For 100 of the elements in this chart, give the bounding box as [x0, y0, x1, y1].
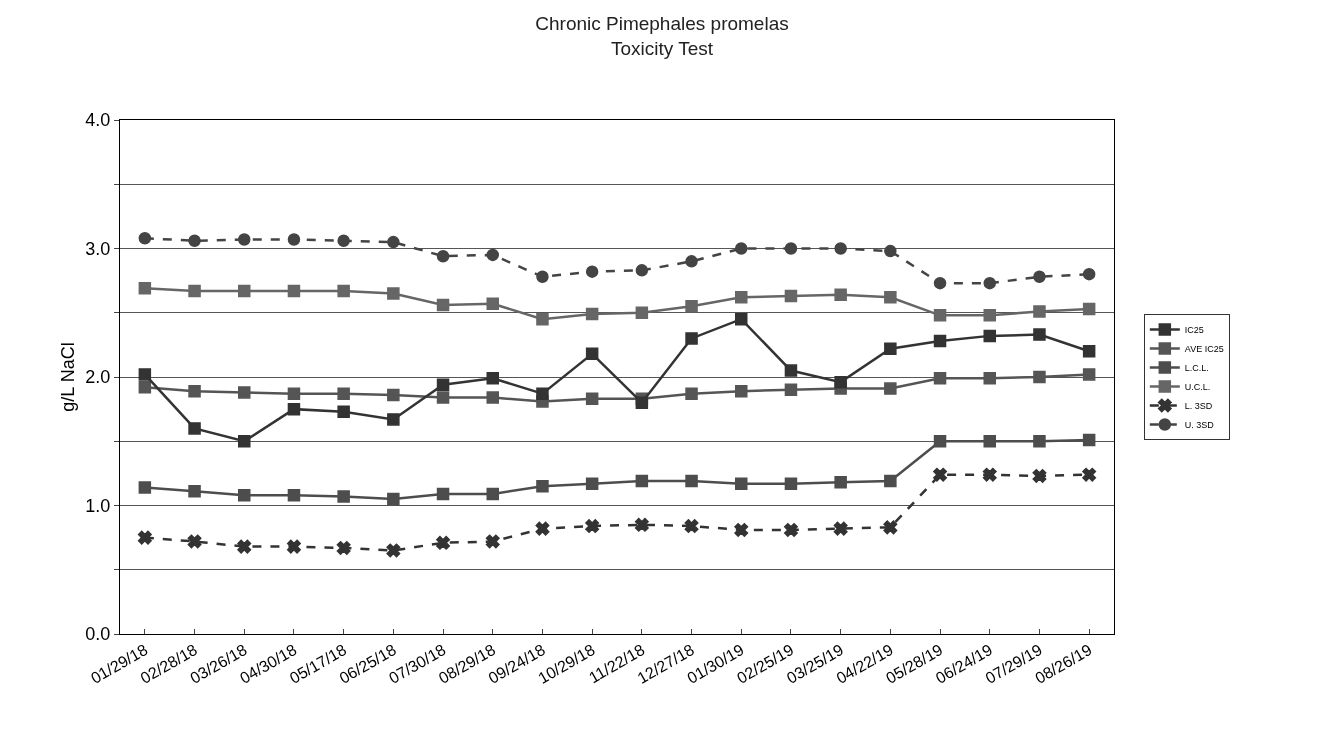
- point: [137, 530, 152, 545]
- point: [982, 467, 997, 482]
- point: [933, 435, 947, 448]
- point: [238, 284, 251, 298]
- point: [436, 249, 450, 263]
- point: [585, 519, 600, 534]
- point: [238, 488, 251, 502]
- point: [784, 477, 798, 490]
- point: [535, 521, 550, 536]
- point: [188, 234, 201, 248]
- y-tick-label: 4.0: [85, 110, 111, 131]
- point: [486, 372, 499, 385]
- point: [1082, 368, 1096, 381]
- point: [1033, 435, 1046, 448]
- point: [784, 383, 798, 397]
- y-tick-label: 2.0: [85, 367, 111, 388]
- point: [1082, 467, 1097, 482]
- point: [834, 476, 847, 489]
- legend-label: IC25: [1184, 325, 1204, 336]
- point: [983, 435, 996, 448]
- point: [783, 522, 798, 537]
- point: [883, 520, 898, 535]
- point: [983, 372, 996, 385]
- point: [337, 234, 350, 248]
- point: [485, 534, 500, 549]
- point: [735, 384, 748, 398]
- point: [287, 488, 301, 502]
- point: [933, 309, 947, 322]
- point: [634, 517, 649, 532]
- point: [536, 479, 549, 493]
- point: [337, 387, 350, 400]
- point: [387, 388, 400, 402]
- y-tick-label: 0.0: [85, 624, 111, 645]
- point: [238, 386, 251, 399]
- legend-label: U.C.L.: [1184, 382, 1211, 393]
- point: [188, 284, 201, 298]
- point: [834, 375, 847, 389]
- legend-label: L. 3SD: [1184, 401, 1213, 412]
- point: [436, 487, 450, 501]
- point: [735, 312, 748, 326]
- point: [1033, 370, 1046, 384]
- point: [188, 384, 201, 398]
- point: [585, 392, 599, 406]
- point: [884, 382, 897, 395]
- chart-title: Chronic Pimephales promelas Toxicity Test: [535, 13, 789, 59]
- point: [1082, 345, 1096, 358]
- point: [337, 490, 350, 503]
- point: [238, 435, 251, 448]
- point: [884, 474, 897, 488]
- point: [287, 387, 301, 400]
- point: [536, 270, 549, 284]
- point: [486, 297, 499, 311]
- point: [287, 402, 301, 416]
- point: [138, 282, 152, 295]
- point: [933, 467, 948, 482]
- point: [387, 492, 400, 506]
- point: [933, 276, 947, 290]
- point: [684, 519, 699, 534]
- point: [188, 422, 201, 435]
- point: [635, 474, 649, 488]
- point: [735, 242, 748, 255]
- point: [436, 535, 451, 550]
- point: [138, 368, 152, 381]
- point: [635, 264, 649, 277]
- point: [1032, 468, 1047, 483]
- point: [486, 487, 499, 501]
- point: [933, 372, 947, 385]
- point: [387, 413, 400, 426]
- point: [386, 543, 401, 558]
- point: [486, 391, 499, 404]
- y-tick-label: 3.0: [85, 238, 111, 259]
- point: [685, 255, 698, 268]
- point: [286, 539, 301, 554]
- point: [983, 309, 996, 322]
- point: [585, 347, 599, 361]
- point: [884, 244, 897, 258]
- point: [983, 276, 996, 290]
- point: [387, 235, 400, 249]
- point: [337, 284, 350, 298]
- point: [187, 534, 202, 549]
- point: [735, 477, 748, 490]
- point: [1033, 328, 1046, 341]
- point: [237, 539, 252, 554]
- point: [933, 334, 947, 348]
- y-axis-title: g/L NaCl: [58, 342, 78, 412]
- point: [635, 306, 649, 319]
- point: [336, 540, 351, 555]
- point: [1082, 302, 1096, 316]
- legend-label: L.C.L.: [1184, 363, 1209, 374]
- y-tick-label: 1.0: [85, 495, 111, 516]
- point: [884, 291, 897, 304]
- point: [188, 485, 201, 498]
- point: [635, 396, 649, 409]
- point: [585, 477, 599, 490]
- point: [685, 332, 698, 345]
- point: [884, 342, 897, 355]
- point: [833, 521, 848, 536]
- point: [337, 405, 350, 418]
- point: [138, 231, 152, 245]
- point: [983, 329, 996, 343]
